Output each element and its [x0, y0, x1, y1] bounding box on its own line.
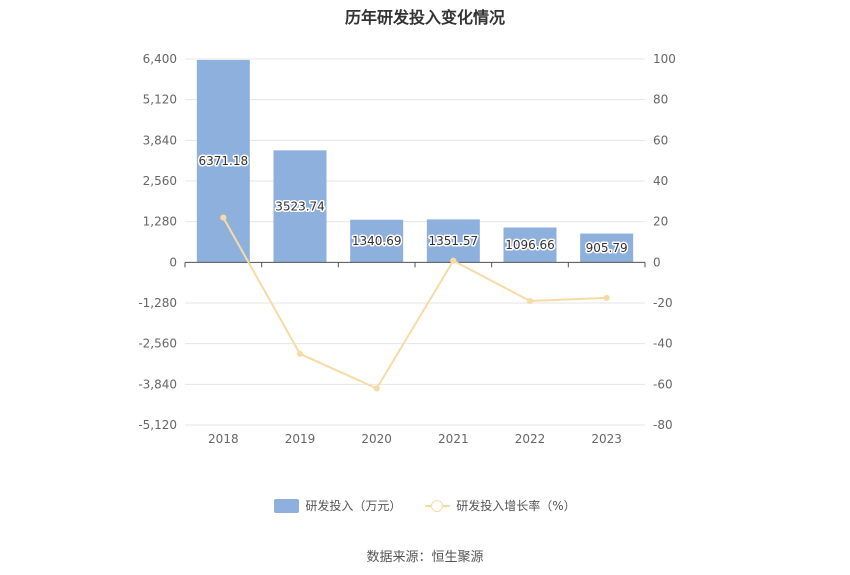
bar-2021 — [426, 219, 480, 263]
chart-title: 历年研发投入变化情况 — [344, 8, 505, 27]
bar-2023 — [580, 233, 634, 263]
bar-2020 — [350, 219, 404, 263]
bar-value-label: 1096.66 — [505, 238, 555, 252]
grid-lines — [185, 58, 645, 426]
bar-series — [196, 59, 634, 263]
bar-value-label: 1351.57 — [429, 234, 479, 248]
left-tick-label: -5,120 — [138, 418, 177, 432]
right-tick-label: 80 — [653, 93, 668, 107]
bar-2022 — [503, 227, 557, 263]
left-tick-label: 3,840 — [143, 133, 177, 147]
bar-2018 — [196, 59, 250, 263]
legend-line-label: 研发投入增长率（%） — [456, 499, 576, 513]
bar-value-label: 905.79 — [586, 241, 628, 255]
right-tick-label: -40 — [653, 337, 673, 351]
bar-data-labels: 6371.18 3523.74 1340.69 1351.57 1096.66 905.7… — [197, 153, 629, 257]
right-tick-label: 100 — [653, 52, 676, 66]
left-tick-label: 5,120 — [143, 93, 177, 107]
x-tick-label: 2019 — [285, 432, 316, 446]
legend-item-line[interactable]: 研发投入增长率（%） — [425, 497, 576, 514]
right-tick-label: 40 — [653, 174, 668, 188]
x-tick-label: 2018 — [208, 432, 239, 446]
left-tick-label: -1,280 — [138, 296, 177, 310]
legend-item-bar[interactable]: 研发投入（万元） — [274, 497, 401, 514]
line-point-2022 — [526, 297, 534, 305]
right-tick-label: -80 — [653, 418, 673, 432]
left-tick-label: 6,400 — [143, 52, 177, 66]
line-point-2020 — [373, 385, 380, 392]
line-point-2019 — [296, 350, 304, 357]
growth-rate-line — [222, 217, 607, 390]
left-axis: 6,400 5,120 3,840 2,560 1,280 0 -1,280 -2,560 -3… — [138, 52, 177, 432]
line-point-2018 — [220, 214, 227, 221]
x-tick-label: 2020 — [361, 432, 392, 446]
legend-line-swatch — [425, 499, 451, 513]
data-source: 数据来源：恒生聚源 — [366, 550, 484, 565]
bar-2019 — [273, 150, 327, 263]
line-point-2021 — [450, 257, 457, 264]
left-tick-label: 1,280 — [143, 215, 177, 229]
x-tick-label: 2023 — [591, 432, 622, 446]
right-axis: 100 80 60 40 20 0 -20 -40 -60 -80 — [653, 52, 676, 432]
left-tick-label: 2,560 — [143, 174, 177, 188]
bar-value-label: 6371.18 — [199, 154, 249, 168]
legend: 研发投入（万元） 研发投入增长率（%） — [0, 497, 850, 516]
x-tick-label: 2022 — [515, 432, 546, 446]
right-tick-label: 20 — [653, 215, 668, 229]
right-tick-label: 0 — [653, 255, 661, 269]
line-point-2023 — [603, 294, 610, 302]
right-tick-label: 60 — [653, 133, 668, 147]
right-tick-label: -60 — [653, 377, 673, 391]
legend-bar-swatch — [274, 498, 300, 513]
left-tick-label: 0 — [169, 255, 177, 269]
bar-value-label: 1340.69 — [352, 234, 402, 248]
x-axis: 2018 2019 2020 2021 2022 2023 — [184, 261, 646, 446]
right-tick-label: -20 — [653, 296, 673, 310]
left-tick-label: -3,840 — [138, 377, 177, 391]
bar-value-label: 3523.74 — [275, 199, 325, 213]
line-series — [220, 214, 610, 392]
x-tick-label: 2021 — [438, 432, 469, 446]
left-tick-label: -2,560 — [138, 337, 177, 351]
legend-bar-label: 研发投入（万元） — [305, 499, 402, 513]
